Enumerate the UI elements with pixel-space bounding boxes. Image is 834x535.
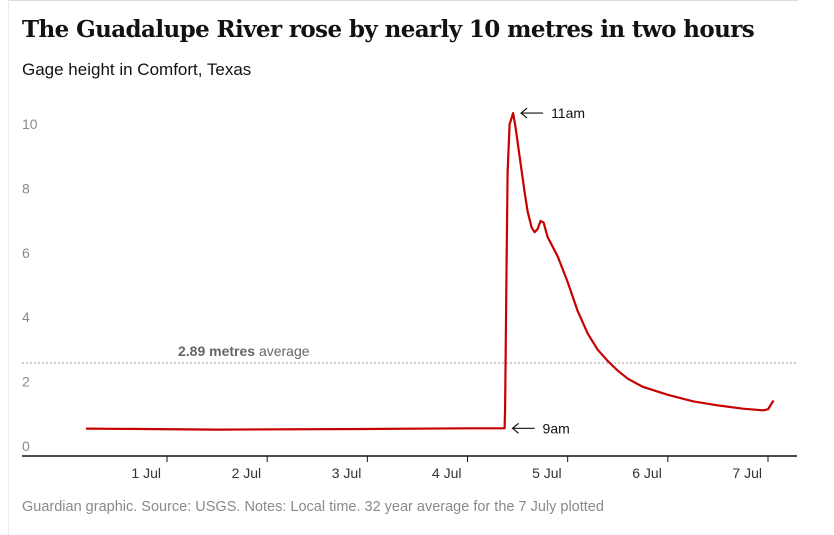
x-tick-label: 2 Jul [232, 465, 262, 481]
x-tick-label: 5 Jul [532, 465, 562, 481]
y-tick-label: 4 [22, 309, 30, 325]
chart-subtitle: Gage height in Comfort, Texas [22, 60, 252, 79]
top-rule [8, 0, 798, 1]
annotation-label: 9am [543, 420, 570, 436]
y-axis: 0 2 4 6 8 10 [22, 116, 38, 454]
x-axis: 1 Jul 2 Jul 3 Jul 4 Jul 5 Jul 6 Jul 7 Jul [22, 455, 797, 481]
series-line [85, 112, 775, 431]
annotation-arrowhead [520, 107, 528, 119]
annotations: 11am 9am [511, 105, 585, 436]
average-reference: 2.89 metres average [22, 343, 797, 364]
y-tick-label: 2 [22, 374, 30, 390]
average-label: 2.89 metres average [178, 343, 310, 359]
source-note: Guardian graphic. Source: USGS. Notes: L… [22, 499, 604, 515]
y-tick-label: 8 [22, 180, 30, 196]
left-rule [8, 0, 9, 535]
y-tick-label: 6 [22, 245, 30, 261]
annotation-label: 11am [551, 105, 585, 121]
x-tick-label: 1 Jul [131, 465, 161, 481]
annotation-arrowhead [511, 422, 519, 434]
chart-title: The Guadalupe River rose by nearly 10 me… [22, 16, 755, 43]
x-tick-label: 6 Jul [632, 465, 662, 481]
series-group [85, 112, 775, 431]
x-tick-label: 4 Jul [432, 465, 462, 481]
x-tick-label: 3 Jul [332, 465, 362, 481]
line-chart: 0 2 4 6 8 10 1 Jul 2 Jul 3 Jul 4 Jul 5 Jul 6 Jul 7 … [22, 105, 797, 481]
y-tick-label: 0 [22, 438, 30, 454]
x-tick-label: 7 Jul [732, 465, 762, 481]
y-tick-label: 10 [22, 116, 38, 132]
